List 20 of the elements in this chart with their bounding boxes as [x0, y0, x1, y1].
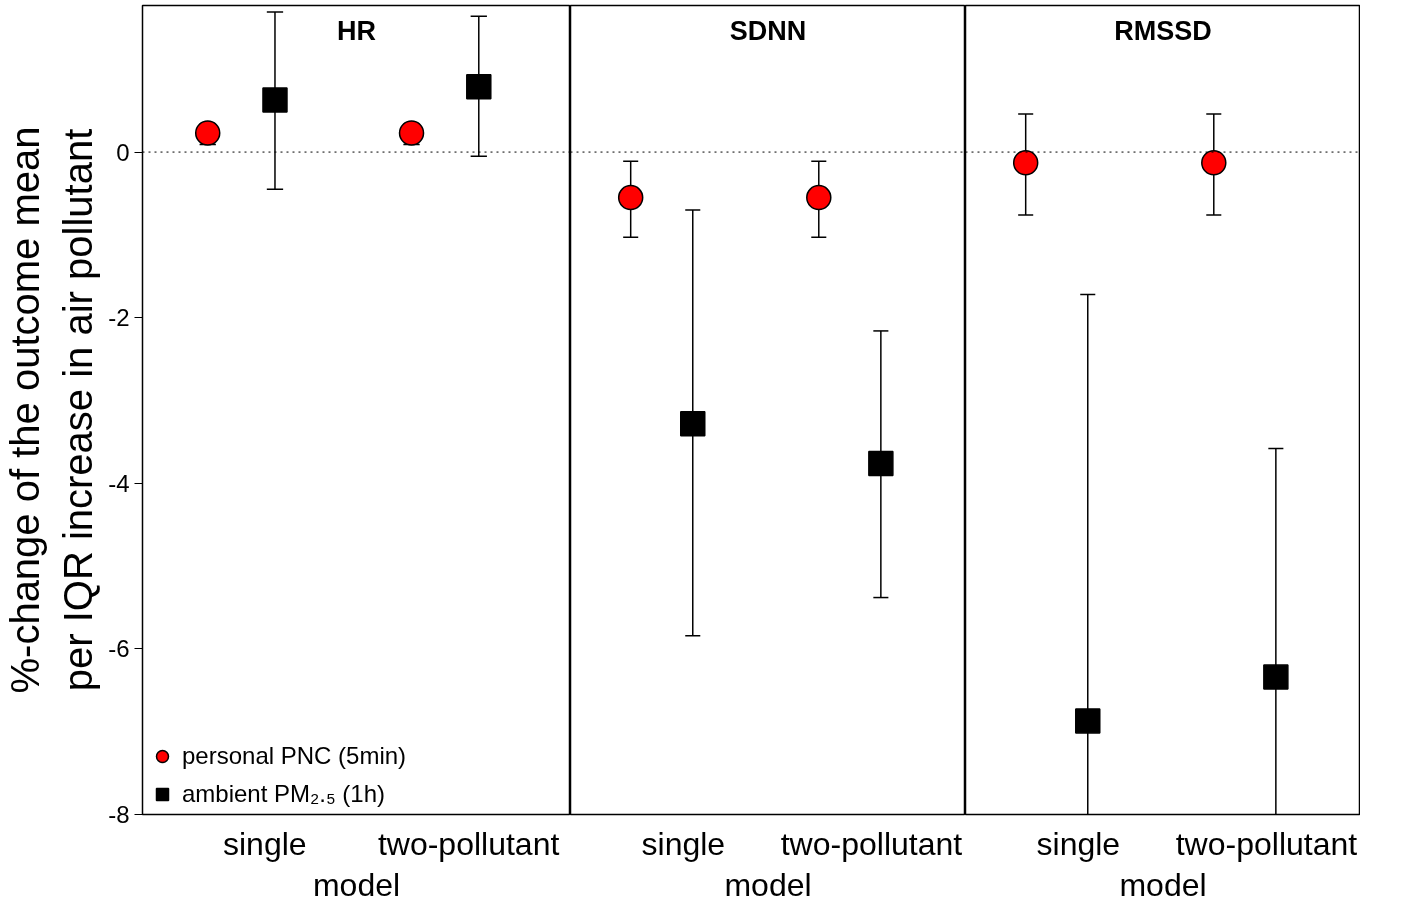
chart-title: HR — [337, 15, 376, 46]
x-axis-title: model — [1119, 866, 1207, 903]
y-tick-label: -6 — [108, 635, 130, 663]
legend-label: personal PNC (5min) — [182, 742, 407, 770]
y-tick-label: -2 — [108, 304, 130, 332]
x-tick-label: single — [1036, 825, 1121, 862]
chart-title: RMSSD — [1114, 15, 1212, 46]
x-tick-label: two-pollutant — [1175, 825, 1358, 862]
x-tick-label: single — [641, 825, 726, 862]
x-tick-label: two-pollutant — [780, 825, 963, 862]
legend-label: ambient PM₂.₅ (1h) — [182, 780, 386, 808]
y-tick-label: 0 — [116, 138, 130, 166]
x-tick-label: single — [222, 825, 307, 862]
y-axis-title: %-change of the outcome mean per IQR increase in air pollutant — [3, 126, 101, 694]
chart-title: SDNN — [729, 15, 807, 46]
x-axis-title: model — [312, 866, 401, 903]
x-axis-title: model — [724, 866, 812, 903]
y-tick-label: -4 — [108, 469, 130, 497]
y-tick-label: -8 — [108, 801, 130, 828]
x-tick-label: two-pollutant — [377, 825, 560, 862]
